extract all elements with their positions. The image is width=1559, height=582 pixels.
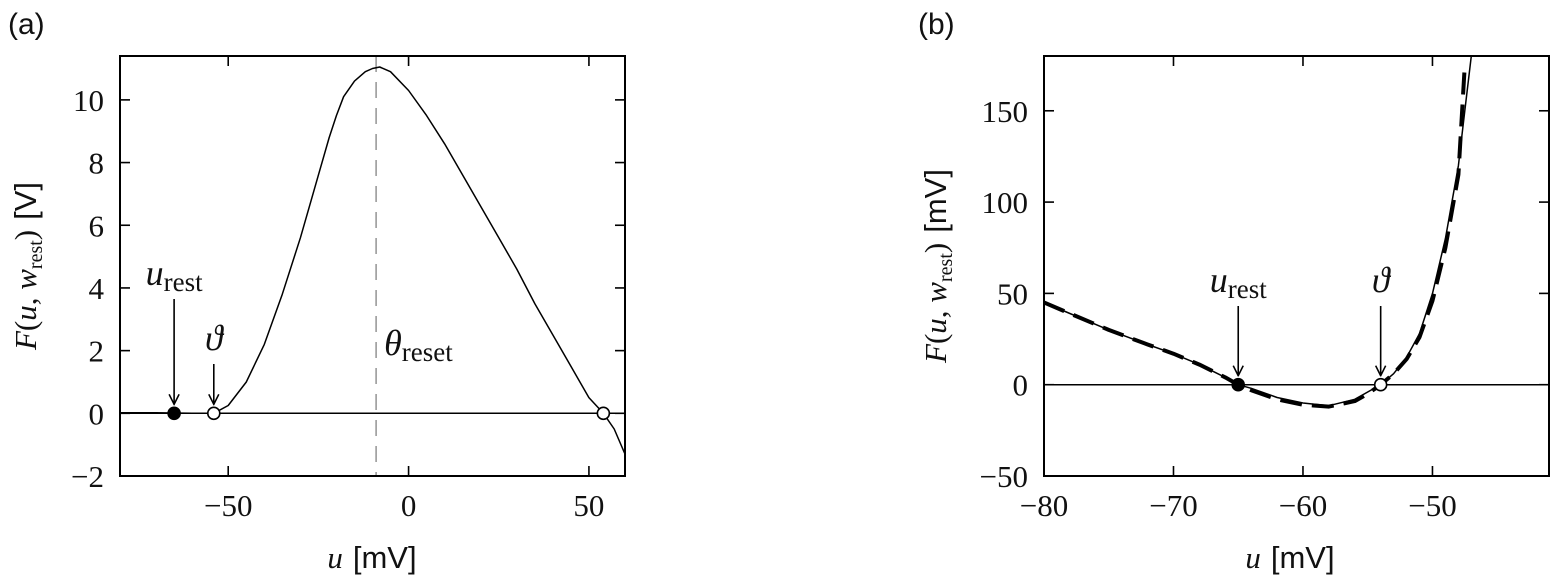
x-axis-var-a: u [327, 540, 343, 575]
plot-frame-a [119, 55, 626, 477]
y-tick-label-a-3: 4 [89, 271, 105, 306]
y-axis-label-a: F(u, wrest)[V] [8, 182, 47, 351]
x-axis-unit-b: [mV] [1271, 540, 1335, 575]
y-axis-arg2-a: w [8, 269, 43, 290]
y-tick-label-b-3: 100 [982, 185, 1029, 220]
y-tick-label-a-1: 0 [89, 396, 105, 431]
x-tick-label-b-0: −80 [1020, 488, 1068, 523]
annotation-sub-a-0: rest [164, 267, 203, 297]
panel-b-plot: −80 −70 −60 −50 −50 0 50 100 150 urest ϑ [980, 55, 1550, 523]
y-axis-label-b: F(u, wrest)[mV] [918, 169, 957, 364]
curve-dashed-b [1044, 64, 1467, 409]
stable-point-b-0 [1231, 377, 1246, 392]
x-tick-label-a-2: 50 [573, 488, 604, 523]
curve-solid-a [120, 66, 625, 455]
annotation-a-0: urest [146, 253, 203, 297]
x-tick-label-a-0: −50 [204, 488, 252, 523]
y-tick-label-b-4: 150 [982, 94, 1029, 129]
annotation-symbol-b-1: ϑ [1372, 260, 1392, 300]
annotation-a-2: θreset [384, 323, 453, 367]
y-axis-unit-a: [V] [8, 182, 43, 220]
annotation-symbol-b-0: u [1210, 260, 1228, 300]
plot-frame-b [1043, 55, 1550, 477]
panel-label-a: (a) [8, 8, 45, 41]
annotation-sub-a-2: reset [402, 337, 453, 367]
unstable-point-b-1 [1373, 377, 1388, 392]
curve-solid-b [1044, 56, 1473, 407]
x-axis-var-b: u [1245, 540, 1261, 575]
x-tick-label-b-3: −50 [1408, 488, 1456, 523]
annotation-symbol-a-1: ϑ [205, 318, 225, 358]
y-axis-sub-a: rest [25, 240, 47, 269]
y-axis-sub-b: rest [935, 253, 957, 282]
unstable-point-a-1 [206, 406, 221, 421]
y-axis-unit-b: [mV] [918, 169, 953, 233]
x-axis-unit-a: [mV] [353, 540, 417, 575]
y-axis-arg2-b: w [918, 282, 953, 303]
annotation-symbol-a-2: θ [384, 323, 402, 363]
x-tick-label-b-2: −60 [1279, 488, 1327, 523]
y-tick-label-b-2: 50 [997, 276, 1028, 311]
x-axis-label-a: u [mV] [327, 540, 416, 575]
y-tick-label-a-6: 10 [73, 83, 104, 118]
y-axis-arg1-a: u [8, 305, 43, 321]
y-tick-label-b-0: −50 [980, 459, 1028, 494]
y-axis-func-b: F [918, 343, 953, 364]
annotation-symbol-a-0: u [146, 253, 164, 293]
x-axis-label-b: u [mV] [1245, 540, 1334, 575]
annotation-b-1: ϑ [1372, 260, 1392, 300]
annotation-sub-b-0: rest [1228, 274, 1267, 304]
y-axis-func-a: F [8, 330, 43, 351]
annotation-a-1: ϑ [205, 318, 225, 358]
plot-area-a [120, 56, 625, 476]
panel-label-b: (b) [918, 8, 955, 41]
y-tick-label-a-2: 2 [89, 334, 105, 369]
x-tick-label-b-1: −70 [1149, 488, 1197, 523]
y-tick-label-a-5: 8 [89, 146, 105, 181]
unstable-point-a-2 [596, 406, 611, 421]
annotation-b-0: urest [1210, 260, 1267, 304]
y-tick-label-b-1: 0 [1013, 368, 1029, 403]
y-tick-label-a-4: 6 [89, 208, 105, 243]
stable-point-a-0 [167, 406, 181, 421]
plot-area-b [1044, 56, 1549, 409]
y-tick-label-a-0: −2 [71, 459, 104, 494]
x-tick-label-a-1: 0 [401, 488, 417, 523]
y-axis-arg1-b: u [918, 318, 953, 334]
